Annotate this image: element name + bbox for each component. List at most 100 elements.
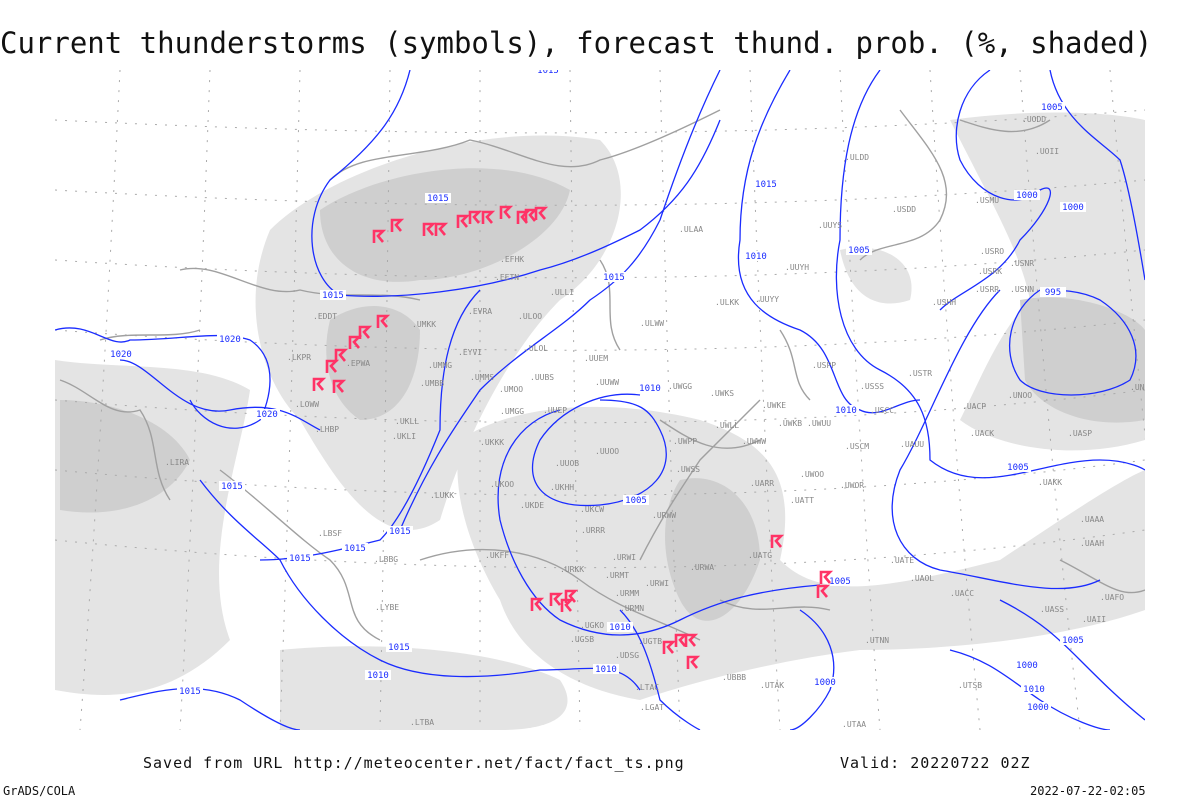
station-label: .ULAA xyxy=(679,225,703,234)
station-label: .UNBB xyxy=(1130,383,1145,392)
isobars xyxy=(55,70,1145,730)
isobar-label: 1015 xyxy=(179,687,201,697)
isobar-line xyxy=(999,599,1145,721)
source-url-text: Saved from URL http://meteocenter.net/fa… xyxy=(143,754,685,772)
station-label: .ULOL xyxy=(524,344,548,353)
thunderstorm-symbol xyxy=(325,359,340,373)
isobar-line xyxy=(835,70,1145,479)
valid-time-text: Valid: 20220722 02Z xyxy=(840,754,1031,772)
isobar-label-bg xyxy=(623,495,649,505)
station-label: .UWUU xyxy=(807,419,831,428)
station-label: .UKLI xyxy=(392,432,416,441)
station-label: .LTAC xyxy=(635,683,659,692)
station-label: .UUYH xyxy=(785,263,809,272)
station-label: .URWW xyxy=(652,511,676,520)
station-label: .UACK xyxy=(970,429,994,438)
station-label: .UAAA xyxy=(1080,515,1104,524)
isobar-label: 1010 xyxy=(609,623,631,633)
isobar-label: 1010 xyxy=(835,406,857,416)
station-label: .UGSB xyxy=(570,635,594,644)
isobar-label: 1000 xyxy=(814,678,836,688)
isobar-label-bg xyxy=(637,383,663,393)
isobar-label-bg xyxy=(365,670,391,680)
isobar-line xyxy=(199,479,641,691)
station-label: .EPWA xyxy=(346,359,370,368)
station-label: .LTBA xyxy=(410,718,434,727)
isobar-line xyxy=(891,289,1101,590)
station-label: .UATE xyxy=(890,556,914,565)
station-label: .UACC xyxy=(950,589,974,598)
coastline xyxy=(1059,559,1145,594)
meridian-line xyxy=(1109,70,1145,440)
station-label: .UKFF xyxy=(485,551,509,560)
isobar-label-bg xyxy=(108,349,134,359)
station-label: .UWSS xyxy=(676,465,700,474)
coastline xyxy=(419,548,701,641)
isobar-label: 1015 xyxy=(344,544,366,554)
thunderstorm-symbol xyxy=(564,589,579,603)
isobar-label-bg xyxy=(1039,102,1065,112)
station-label: .UTNN xyxy=(865,636,889,645)
thunderstorm-symbols xyxy=(312,205,834,669)
isobar-line xyxy=(497,409,821,636)
station-label: .USDD xyxy=(892,205,916,214)
station-label: .URWA xyxy=(690,563,714,572)
isobar-line xyxy=(1008,289,1137,396)
coastline xyxy=(719,599,831,611)
isobar-label: 1005 xyxy=(1007,463,1029,473)
station-label: .EVRA xyxy=(468,307,492,316)
isobar-label-bg xyxy=(287,553,313,563)
station-label: .LBSF xyxy=(318,529,342,538)
station-label: .UMMG xyxy=(428,361,452,370)
isobar-label-bg xyxy=(833,405,859,415)
isobar-label: 1000 xyxy=(1016,661,1038,671)
station-label: .UMMS xyxy=(470,373,494,382)
station-label: .EYVI xyxy=(458,348,482,357)
station-label: .UTSB xyxy=(958,681,982,690)
station-label: .UWKS xyxy=(710,389,734,398)
station-label: .LBBG xyxy=(374,555,398,564)
station-label: .UAUU xyxy=(900,440,924,449)
station-label: .UAAH xyxy=(1080,539,1104,548)
station-label: .LGAT xyxy=(640,703,664,712)
meridian-line xyxy=(839,70,881,730)
station-label: .UKKK xyxy=(480,438,504,447)
station-label: .UOII xyxy=(1035,147,1059,156)
station-label: .UUYY xyxy=(755,295,779,304)
thunderstorm-symbol xyxy=(499,205,514,219)
meridian-line xyxy=(929,70,981,730)
station-label: .UWOR xyxy=(840,481,864,490)
thunderstorm-symbol xyxy=(530,597,545,611)
isobar-label-bg xyxy=(386,642,412,652)
isobar-label-bg xyxy=(217,334,243,344)
station-label: .ULDD xyxy=(845,153,869,162)
station-label: .URWI xyxy=(645,579,669,588)
thunderstorm-symbol xyxy=(348,335,363,349)
isobar-label-bg xyxy=(1040,287,1066,297)
thunderstorm-symbol xyxy=(549,592,564,606)
isobar-label: 1015 xyxy=(388,643,410,653)
isobar-label-bg xyxy=(743,251,769,261)
station-label: .UMKK xyxy=(412,320,436,329)
isobar-label-bg xyxy=(1060,202,1086,212)
probability-area xyxy=(840,247,912,304)
isobar-labels: 1015 1015 1015 1015 1015 1020 1020 1020 1010 1005… xyxy=(108,70,1086,713)
thunderstorm-symbol xyxy=(434,222,449,236)
meridian-line xyxy=(79,70,121,730)
thunderstorm-symbol xyxy=(332,379,347,393)
coastline xyxy=(179,267,421,301)
isobar-label-bg xyxy=(254,409,280,419)
isobar-label-bg xyxy=(425,193,451,203)
station-label: .UTAK xyxy=(760,681,784,690)
station-label: .UKHH xyxy=(550,483,574,492)
thunderstorm-symbol xyxy=(770,534,785,548)
station-label: .USRR xyxy=(975,285,999,294)
station-label: .EETN xyxy=(495,273,519,282)
coastline xyxy=(959,119,1051,133)
thunderstorm-symbol xyxy=(422,222,437,236)
station-label: .URMT xyxy=(605,571,629,580)
isobar-label-bg xyxy=(1060,635,1086,645)
isobar-label-bg xyxy=(593,664,619,674)
isobar-label: 1020 xyxy=(110,350,132,360)
station-label: .USNR xyxy=(1010,259,1034,268)
